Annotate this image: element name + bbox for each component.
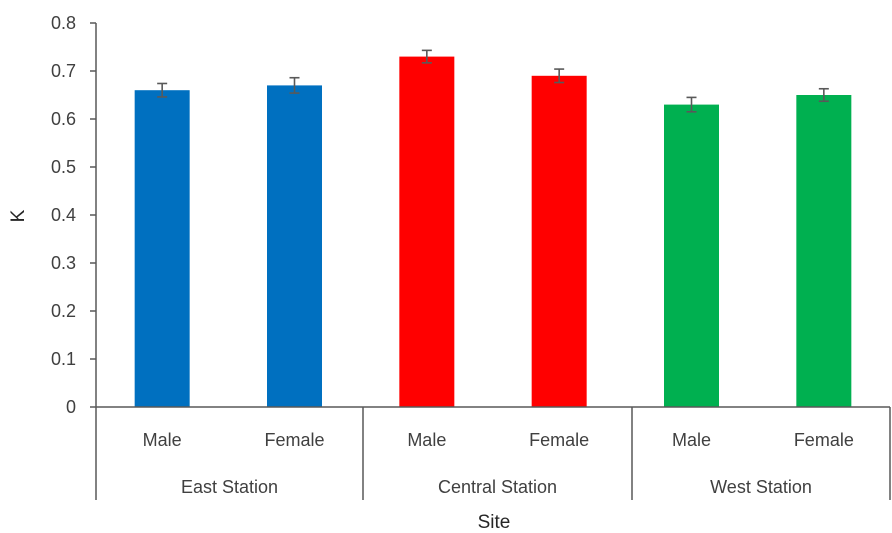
x-axis: Male Female East Station Male Female Central … — [95, 406, 891, 500]
y-tick-label: 0.4 — [51, 205, 76, 225]
y-tick-label: 0.1 — [51, 349, 76, 369]
bar — [796, 95, 852, 407]
y-axis-title: K — [8, 209, 29, 222]
y-tick-label: 0.8 — [51, 13, 76, 33]
y-tick-label: 0.5 — [51, 157, 76, 177]
y-tick-label: 0.7 — [51, 61, 76, 81]
x-tick-label: Female — [794, 430, 854, 450]
y-axis: 0 0.1 0.2 0.3 0.4 0.5 0.6 0.7 0.8 — [51, 13, 97, 417]
y-tick-label: 0.6 — [51, 109, 76, 129]
group-label: East Station — [181, 477, 278, 497]
x-tick-label: Female — [529, 430, 589, 450]
x-tick-label: Male — [672, 430, 711, 450]
bar — [399, 56, 455, 407]
bar — [531, 75, 587, 408]
y-tick-label: 0.3 — [51, 253, 76, 273]
x-tick-label: Male — [143, 430, 182, 450]
bars — [134, 49, 852, 408]
y-tick-label: 0 — [66, 397, 76, 417]
bar — [267, 85, 322, 408]
group-label: Central Station — [438, 477, 557, 497]
bar — [134, 90, 190, 407]
group-label: West Station — [710, 477, 812, 497]
x-tick-label: Female — [264, 430, 324, 450]
bar — [664, 104, 719, 407]
x-tick-label: Male — [407, 430, 446, 450]
y-tick-label: 0.2 — [51, 301, 76, 321]
x-axis-title: Site — [478, 512, 511, 533]
